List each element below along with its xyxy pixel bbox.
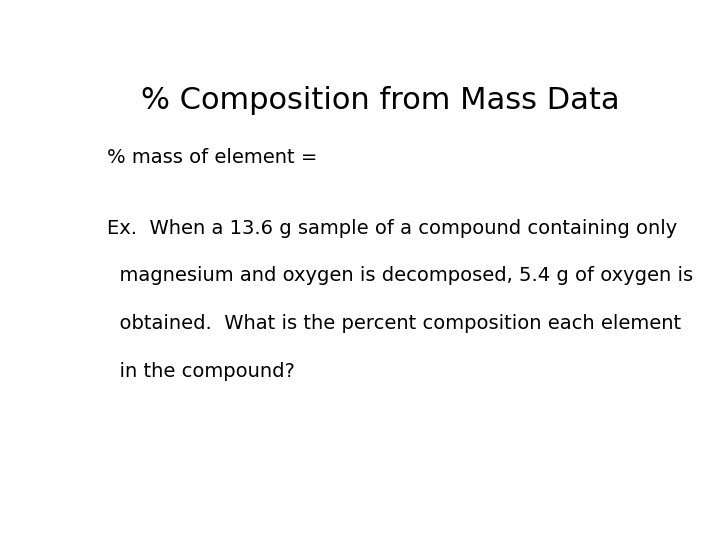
Text: % Composition from Mass Data: % Composition from Mass Data — [141, 85, 619, 114]
Text: obtained.  What is the percent composition each element: obtained. What is the percent compositio… — [107, 314, 681, 333]
Text: magnesium and oxygen is decomposed, 5.4 g of oxygen is: magnesium and oxygen is decomposed, 5.4 … — [107, 266, 693, 286]
Text: Ex.  When a 13.6 g sample of a compound containing only: Ex. When a 13.6 g sample of a compound c… — [107, 219, 677, 238]
Text: in the compound?: in the compound? — [107, 362, 294, 381]
Text: % mass of element =: % mass of element = — [107, 148, 317, 167]
